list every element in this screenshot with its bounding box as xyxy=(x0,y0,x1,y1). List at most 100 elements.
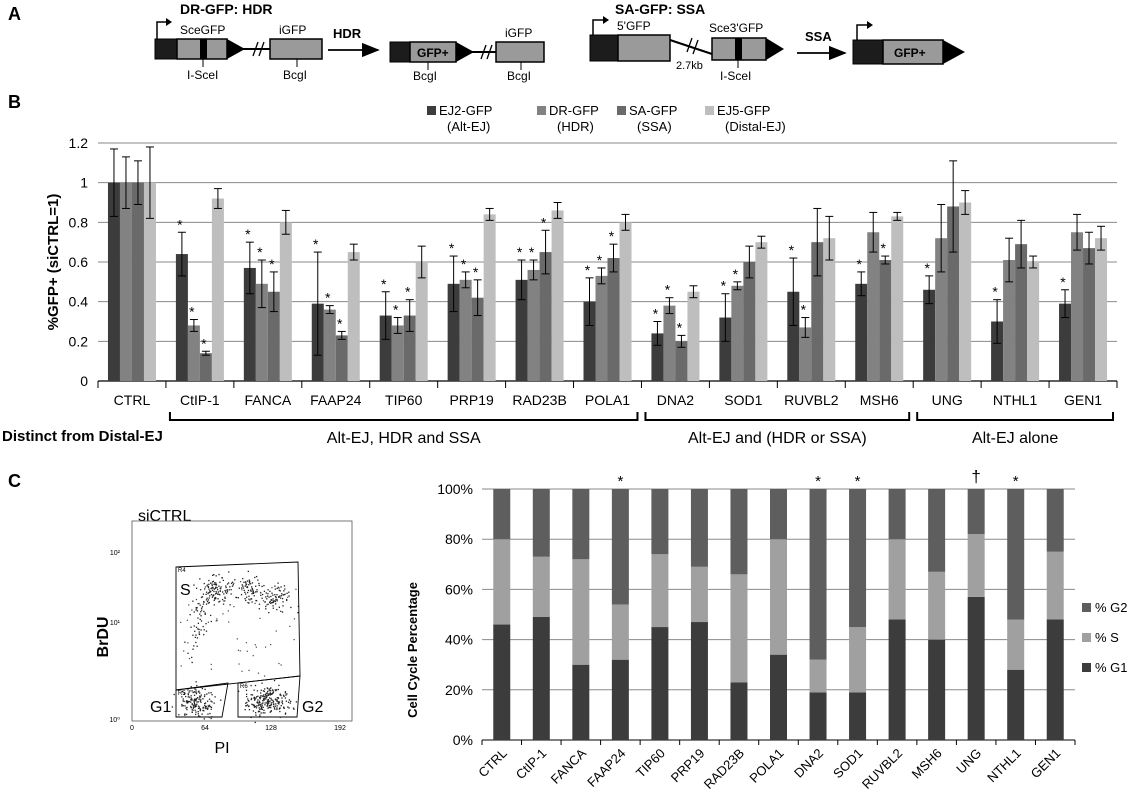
flow-event-dot xyxy=(270,602,272,604)
flow-event-dot xyxy=(264,702,266,704)
flow-event-dot xyxy=(198,631,200,633)
flow-event-dot xyxy=(295,588,297,590)
flow-event-dot xyxy=(182,705,184,707)
flow-event-dot xyxy=(247,589,250,592)
flow-event-dot xyxy=(248,598,250,600)
flow-event-dot xyxy=(244,585,246,587)
flow-event-dot xyxy=(260,712,262,714)
flow-event-dot xyxy=(204,688,206,691)
flow-event-dot xyxy=(203,695,206,698)
flow-event-dot xyxy=(241,584,243,586)
flow-event-dot xyxy=(193,698,196,701)
flow-gate-g2 xyxy=(237,675,301,718)
flow-event-dot xyxy=(206,707,208,709)
panel-b-y-tick-label: 0.2 xyxy=(69,333,89,349)
flow-event-dot xyxy=(254,705,256,708)
flow-cytometry-plot: siCTRL 10² 10¹ 10⁰ 0 64 128 192 BrDU PI … xyxy=(95,508,353,757)
panel-b-significance-marker: * xyxy=(201,335,207,351)
flow-event-dot xyxy=(285,598,288,601)
flow-event-dot xyxy=(242,577,244,580)
sa-5gfp-box xyxy=(617,34,671,62)
flow-event-dot xyxy=(215,575,217,577)
panel-b-bar xyxy=(415,262,428,381)
flow-event-dot xyxy=(202,706,204,709)
flow-event-dot xyxy=(204,612,206,614)
flow-event-dot xyxy=(276,700,278,702)
flow-event-dot xyxy=(206,693,208,695)
flow-event-dot xyxy=(192,706,195,708)
flow-event-dot xyxy=(198,628,200,631)
panel-b-bar xyxy=(1071,232,1084,381)
flow-event-dot xyxy=(241,670,243,672)
flow-event-dot xyxy=(275,703,277,705)
panel-b-bar xyxy=(379,315,392,381)
flow-event-dot xyxy=(284,713,287,715)
flow-event-dot xyxy=(190,626,192,628)
flow-event-dot xyxy=(284,692,287,694)
panel-b-bar xyxy=(947,206,960,381)
panel-b-legend-sublabel: (Alt-EJ) xyxy=(447,119,490,134)
flow-event-dot xyxy=(213,590,215,593)
flow-event-dot xyxy=(181,690,184,693)
flow-event-dot xyxy=(284,712,287,714)
flow-event-dot xyxy=(269,601,271,604)
flow-event-dot xyxy=(261,585,263,588)
flow-event-dot xyxy=(266,595,269,597)
panel-c-stack-segment xyxy=(888,489,906,540)
flow-event-dot xyxy=(264,646,267,648)
flow-event-dot xyxy=(285,694,287,696)
flow-event-dot xyxy=(295,701,298,703)
flow-event-dot xyxy=(265,692,267,694)
panel-b-significance-marker: * xyxy=(337,315,343,331)
flow-event-dot xyxy=(253,595,255,597)
flow-event-dot xyxy=(266,604,268,606)
flow-event-dot xyxy=(282,594,284,596)
dr-break-marks xyxy=(252,41,265,57)
panel-c-stack-segment xyxy=(809,692,827,740)
sa-ssa-arrow-label: SSA xyxy=(805,29,832,44)
flow-event-dot xyxy=(268,689,270,691)
flow-event-dot xyxy=(272,692,274,694)
panel-c-stack-segment xyxy=(730,489,748,575)
panel-c-stack-segment xyxy=(651,554,669,628)
flow-event-dot xyxy=(211,596,214,598)
flow-plot-frame xyxy=(131,520,353,722)
flow-event-dot xyxy=(207,713,209,715)
flow-event-dot xyxy=(185,701,187,703)
panel-b-significance-marker: * xyxy=(789,242,795,258)
flow-event-dot xyxy=(274,705,277,707)
flow-event-dot xyxy=(287,701,290,703)
panel-c-stack-segment xyxy=(809,489,827,660)
flow-event-dot xyxy=(222,579,225,582)
flow-event-dot xyxy=(270,697,272,700)
flow-event-dot xyxy=(247,570,249,573)
panel-b-significance-marker: * xyxy=(529,244,535,260)
panel-c-stack-segment xyxy=(1046,551,1064,620)
panel-b-x-tick-label: GEN1 xyxy=(1064,392,1102,408)
sa-promoter-box xyxy=(589,34,619,62)
flow-event-dot xyxy=(268,704,271,707)
flow-event-dot xyxy=(204,588,206,590)
flow-event-dot xyxy=(244,598,246,600)
flow-event-dot xyxy=(198,602,200,605)
flow-event-dot xyxy=(189,614,191,616)
flow-event-dot xyxy=(243,581,245,583)
panel-b-x-tick-label: NTHL1 xyxy=(993,392,1038,408)
flow-event-dot xyxy=(276,699,278,701)
flow-event-dot xyxy=(218,573,220,576)
panel-b-significance-marker: * xyxy=(1060,274,1066,290)
flow-event-dot xyxy=(237,597,239,599)
sa-5gfp-label: 5'GFP xyxy=(617,19,651,33)
sa-product-gfp-label: GFP+ xyxy=(894,46,926,60)
flow-event-dot xyxy=(274,594,276,596)
flow-event-dot xyxy=(263,709,265,711)
flow-event-dot xyxy=(194,706,197,708)
flow-event-dot xyxy=(289,625,291,627)
flow-event-dot xyxy=(241,589,243,591)
flow-event-dot xyxy=(216,587,218,589)
flow-event-dot xyxy=(262,600,265,602)
flow-event-dot xyxy=(270,643,272,646)
flow-event-dot xyxy=(285,700,287,702)
dr-hdr-arrow-label: HDR xyxy=(333,26,362,41)
flow-event-dot xyxy=(196,701,198,703)
